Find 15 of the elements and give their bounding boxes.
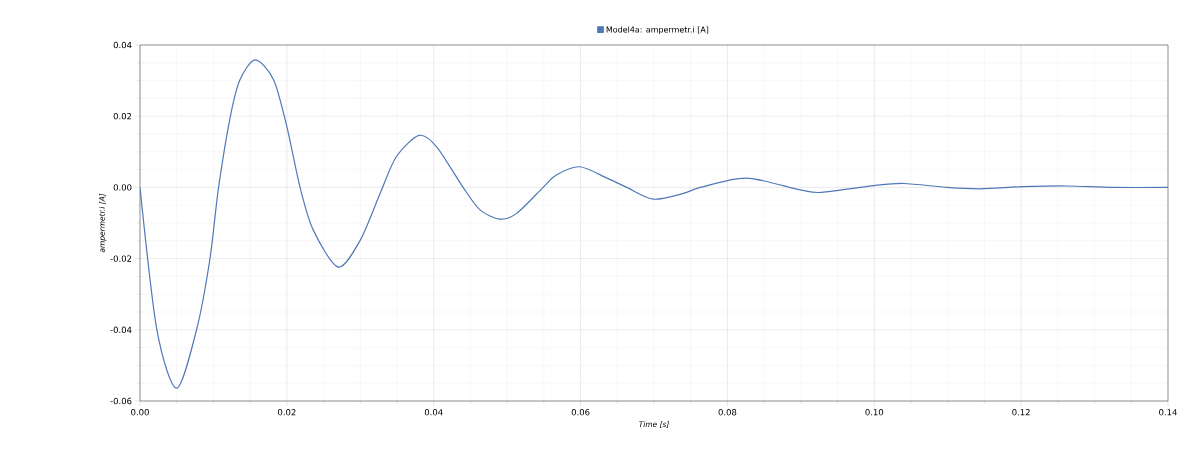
x-tick-label: 0.06 — [571, 409, 590, 416]
y-tick-label: -0.06 — [110, 397, 132, 405]
x-tick-label: 0.12 — [1012, 409, 1030, 416]
x-tick-label: 0.10 — [865, 409, 884, 416]
line-series — [140, 59, 1168, 389]
y-tick-label: 0.00 — [113, 184, 132, 191]
y-tick-label: -0.04 — [110, 326, 132, 334]
y-tick-label: 0.04 — [113, 41, 132, 49]
y-tick-label: -0.02 — [110, 255, 132, 262]
y-tick-label: 0.02 — [113, 113, 132, 120]
x-tick-label: 0.14 — [1159, 409, 1177, 416]
x-tick-label: 0.04 — [424, 409, 443, 416]
x-tick-label: 0.00 — [131, 409, 149, 416]
x-tick-label: 0.02 — [277, 409, 296, 416]
x-tick-label: 0.08 — [718, 409, 737, 416]
